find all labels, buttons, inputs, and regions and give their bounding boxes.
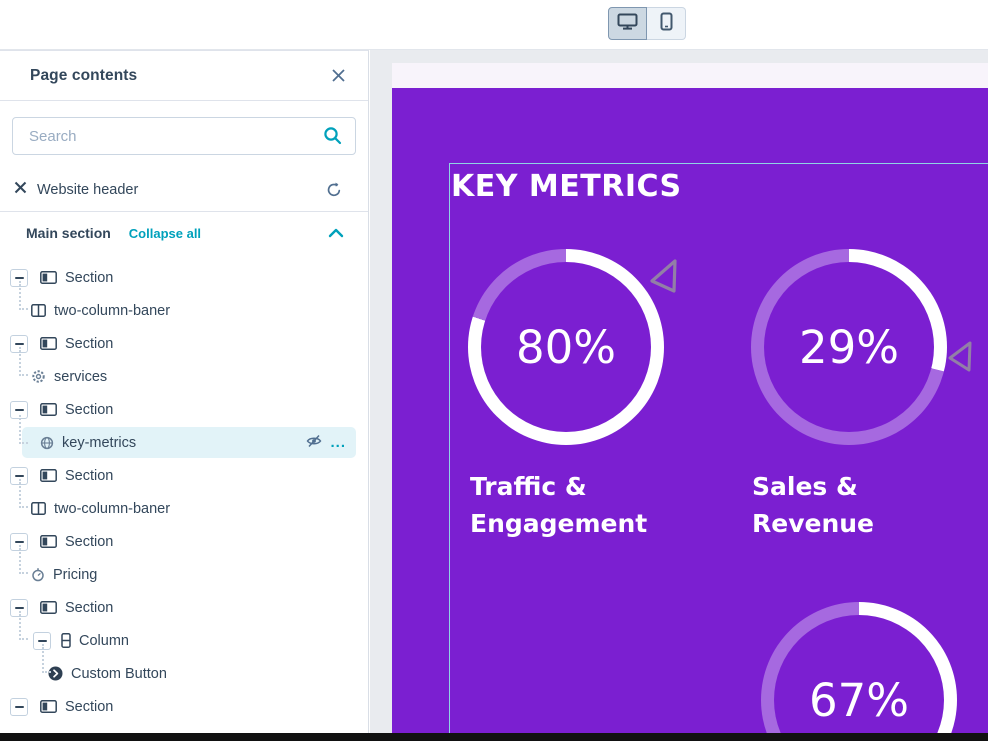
tree-connector xyxy=(19,545,28,574)
section-icon xyxy=(40,469,57,482)
two-column-icon xyxy=(31,304,46,317)
tree-item-label: Section xyxy=(65,401,114,418)
tree-item-label: Section xyxy=(65,533,114,550)
page-contents-panel: Page contents Website header xyxy=(0,50,369,733)
section-icon xyxy=(40,700,57,713)
triangle-decoration-icon xyxy=(644,254,684,303)
two-column-icon xyxy=(31,502,46,515)
search-input[interactable] xyxy=(12,117,356,155)
global-content-icon xyxy=(14,181,27,199)
section-icon xyxy=(40,535,57,548)
metric-label-line: Traffic & xyxy=(470,472,587,501)
collapse-toggle-icon[interactable] xyxy=(10,268,28,287)
tree-item-section[interactable]: Section xyxy=(0,327,368,360)
section-icon xyxy=(40,403,57,416)
column-icon xyxy=(61,633,71,648)
main-section-row: Main section Collapse all xyxy=(0,212,368,254)
tree-item-column[interactable]: Column xyxy=(0,611,368,657)
tree-connector xyxy=(19,281,28,310)
tree-item-label: Custom Button xyxy=(71,665,167,682)
collapse-toggle-icon[interactable] xyxy=(10,697,28,716)
metric-label-traffic: Traffic & Engagement xyxy=(470,468,647,542)
editor-toolbar xyxy=(0,0,988,50)
tree-item-label: Section xyxy=(65,269,114,286)
module-sphere-icon xyxy=(40,436,54,450)
device-preview-toggle xyxy=(608,7,686,40)
tree-item-label: Section xyxy=(65,467,114,484)
search-icon[interactable] xyxy=(323,126,342,150)
tree-item-label: Section xyxy=(65,599,114,616)
progress-value: 80% xyxy=(515,320,617,374)
progress-value: 29% xyxy=(798,320,900,374)
metric-label-line: Sales & xyxy=(752,472,858,501)
selected-row-highlight xyxy=(22,427,356,458)
tree-item-section[interactable]: Section xyxy=(0,459,368,492)
progress-ring-traffic: 80% xyxy=(468,249,664,445)
gear-icon xyxy=(31,369,46,384)
main-section-label: Main section xyxy=(26,225,111,241)
tree-item-label: Section xyxy=(65,698,114,715)
tree-connector xyxy=(42,644,51,673)
tree-item-custom-button[interactable]: Custom Button xyxy=(0,644,368,690)
tree-item-module[interactable]: services xyxy=(0,347,368,393)
tree-item-section[interactable]: Section xyxy=(0,591,368,624)
mobile-icon xyxy=(660,12,673,36)
search-container xyxy=(12,117,356,155)
progress-ring-sales: 29% xyxy=(751,249,947,445)
tree-item-key-metrics[interactable]: key-metrics ... xyxy=(0,415,368,459)
tree-connector xyxy=(19,479,28,508)
page-top-strip xyxy=(392,63,988,88)
preview-page: KEY METRICS 80% 29% 67% Traffic & Engage… xyxy=(392,63,988,733)
module-selection-outline xyxy=(449,163,988,733)
pricing-module-icon xyxy=(31,567,45,582)
metric-label-line: Engagement xyxy=(470,509,648,538)
key-metrics-section[interactable]: KEY METRICS 80% 29% 67% Traffic & Engage… xyxy=(392,88,988,733)
tree-item-label: Pricing xyxy=(53,566,98,583)
website-header-row[interactable]: Website header xyxy=(0,168,368,212)
mobile-preview-button[interactable] xyxy=(647,7,686,40)
tree-connector xyxy=(19,347,28,376)
chevron-up-icon[interactable] xyxy=(328,228,344,238)
page-contents-tree: Section two-column-baner Section service… xyxy=(0,261,368,723)
collapse-all-link[interactable]: Collapse all xyxy=(128,225,202,241)
refresh-icon[interactable] xyxy=(326,182,342,198)
tree-item-label: two-column-baner xyxy=(54,500,171,517)
tree-item-label: Section xyxy=(65,335,114,352)
tree-item-label: services xyxy=(54,368,108,385)
tree-item-label: key-metrics xyxy=(62,434,137,451)
website-header-label: Website header xyxy=(37,181,139,198)
progress-value: 67% xyxy=(808,673,910,727)
eye-slash-icon[interactable] xyxy=(306,434,322,452)
more-options-icon[interactable]: ... xyxy=(330,433,346,451)
section-icon xyxy=(40,601,57,614)
desktop-preview-button[interactable] xyxy=(608,7,647,40)
section-icon xyxy=(40,337,57,350)
desktop-icon xyxy=(617,13,638,35)
panel-header: Page contents xyxy=(0,51,368,101)
tree-connector xyxy=(19,415,28,444)
panel-title: Page contents xyxy=(30,66,138,84)
tree-item-module[interactable]: two-column-baner xyxy=(0,479,368,525)
bottom-bar xyxy=(0,733,988,741)
tree-item-module[interactable]: Pricing xyxy=(0,545,368,591)
metric-label-line: Revenue xyxy=(752,509,875,538)
tree-item-label: Column xyxy=(79,632,129,649)
button-module-icon xyxy=(48,666,63,681)
tree-item-section[interactable]: Section xyxy=(0,525,368,558)
tree-item-section[interactable]: Section xyxy=(0,690,368,723)
close-icon[interactable] xyxy=(331,68,346,83)
tree-item-section[interactable]: Section xyxy=(0,261,368,294)
tree-item-label: two-column-baner xyxy=(54,302,171,319)
section-icon xyxy=(40,271,57,284)
tree-connector xyxy=(19,611,28,640)
metric-label-sales: Sales & Revenue xyxy=(752,468,874,542)
triangle-decoration-icon xyxy=(945,338,977,381)
progress-ring-third: 67% xyxy=(761,602,957,733)
section-heading: KEY METRICS xyxy=(451,169,682,204)
page-preview-canvas: KEY METRICS 80% 29% 67% Traffic & Engage… xyxy=(370,50,988,733)
tree-item-module[interactable]: two-column-baner xyxy=(0,281,368,327)
tree-item-section[interactable]: Section xyxy=(0,393,368,426)
